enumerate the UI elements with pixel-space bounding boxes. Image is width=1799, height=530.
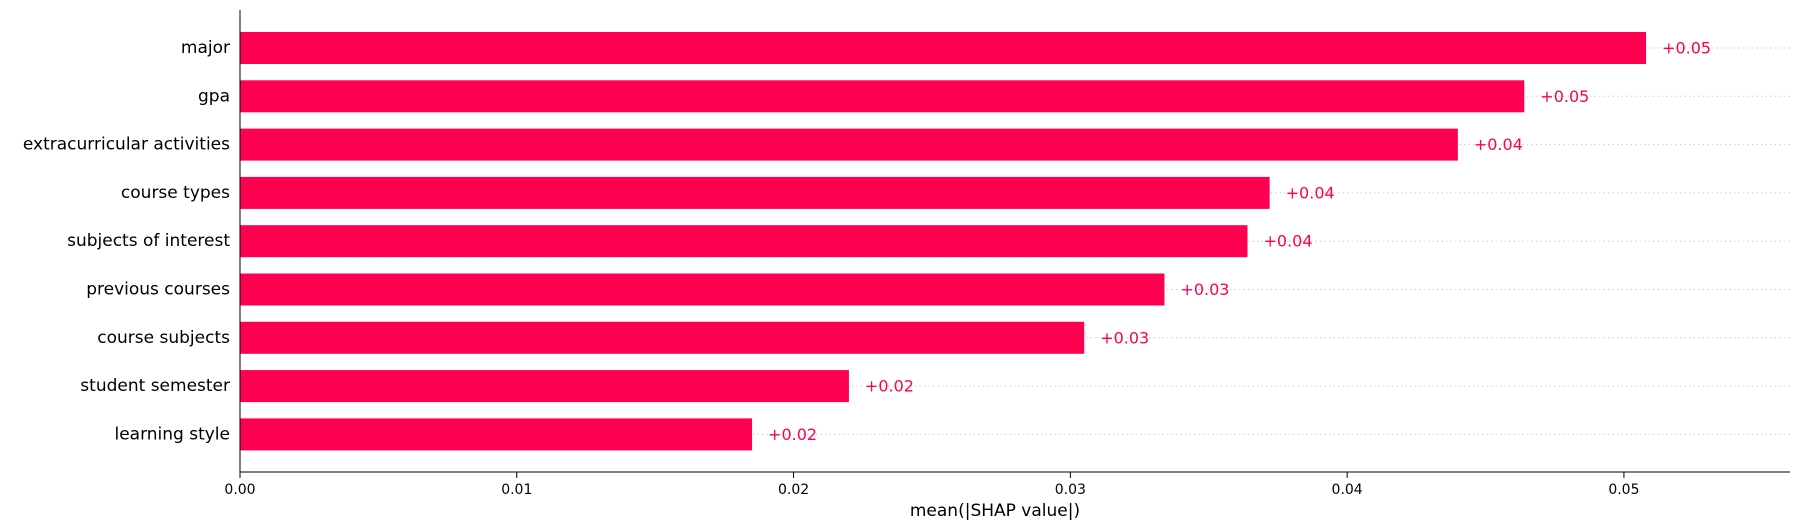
- category-label: student semester: [80, 376, 230, 396]
- data-labels: +0.05 +0.05 +0.04 +0.04 +0.04 +0.03 +0.03 +0.02…: [768, 39, 1711, 444]
- x-tick-label: 0.00: [224, 482, 255, 498]
- data-label: +0.02: [768, 425, 817, 444]
- category-label: learning style: [114, 424, 230, 444]
- x-axis-title: mean(|SHAP value|): [910, 501, 1080, 521]
- bar: [240, 225, 1248, 258]
- data-label: +0.04: [1474, 135, 1523, 154]
- data-label: +0.02: [865, 377, 914, 396]
- x-tick-label: 0.03: [1055, 482, 1086, 498]
- category-label: major: [181, 38, 230, 58]
- category-label: extracurricular activities: [23, 135, 230, 155]
- bar: [240, 80, 1525, 113]
- category-label: subjects of interest: [67, 231, 230, 251]
- bar: [240, 32, 1647, 64]
- data-label: +0.04: [1286, 183, 1335, 202]
- x-ticks: 0.00 0.01 0.02 0.03 0.04 0.05: [224, 472, 1640, 498]
- x-tick-label: 0.04: [1332, 482, 1363, 498]
- data-label: +0.03: [1180, 280, 1229, 299]
- x-tick-label: 0.01: [501, 482, 532, 498]
- bar: [240, 273, 1165, 306]
- category-label: course subjects: [97, 328, 230, 348]
- x-tick-label: 0.05: [1608, 482, 1639, 498]
- category-label: previous courses: [86, 280, 230, 300]
- x-tick-label: 0.02: [778, 482, 809, 498]
- bars: [240, 32, 1647, 451]
- category-label: gpa: [198, 86, 230, 106]
- category-labels: major gpa extracurricular activities course…: [23, 38, 230, 444]
- bar: [240, 418, 753, 451]
- data-label: +0.03: [1100, 328, 1149, 347]
- category-label: course types: [121, 183, 230, 203]
- bar: [240, 176, 1270, 209]
- data-label: +0.04: [1264, 232, 1313, 251]
- data-label: +0.05: [1540, 87, 1589, 106]
- bar: [240, 370, 849, 403]
- bar: [240, 321, 1085, 354]
- bar: [240, 128, 1458, 161]
- data-label: +0.05: [1662, 39, 1711, 58]
